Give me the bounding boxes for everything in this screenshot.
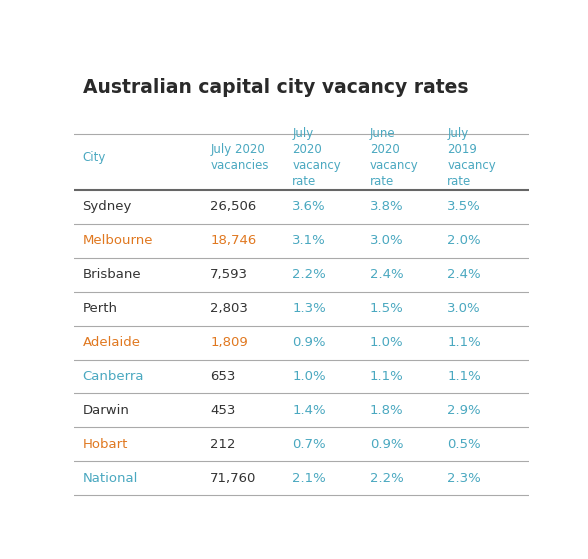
- Text: 26,506: 26,506: [211, 200, 256, 213]
- Text: 2.9%: 2.9%: [447, 404, 481, 417]
- Text: City: City: [82, 151, 106, 164]
- Text: Adelaide: Adelaide: [82, 336, 141, 349]
- Text: 0.9%: 0.9%: [370, 438, 403, 451]
- Text: National: National: [82, 472, 138, 485]
- Text: 1,809: 1,809: [211, 336, 248, 349]
- Text: Hobart: Hobart: [82, 438, 128, 451]
- Text: 1.1%: 1.1%: [447, 336, 481, 349]
- Text: 2.2%: 2.2%: [370, 472, 403, 485]
- Text: 2.3%: 2.3%: [447, 472, 481, 485]
- Text: 1.1%: 1.1%: [370, 370, 403, 383]
- Text: Darwin: Darwin: [82, 404, 129, 417]
- Text: 18,746: 18,746: [211, 234, 256, 247]
- Text: Brisbane: Brisbane: [82, 268, 141, 281]
- Text: Melbourne: Melbourne: [82, 234, 153, 247]
- Text: 2.4%: 2.4%: [370, 268, 403, 281]
- Text: 3.6%: 3.6%: [292, 200, 326, 213]
- Text: 3.1%: 3.1%: [292, 234, 326, 247]
- Text: 653: 653: [211, 370, 236, 383]
- Text: Perth: Perth: [82, 302, 118, 315]
- Text: 3.8%: 3.8%: [370, 200, 403, 213]
- Text: 212: 212: [211, 438, 236, 451]
- Text: 3.5%: 3.5%: [447, 200, 481, 213]
- Text: 2.0%: 2.0%: [447, 234, 481, 247]
- Text: 2.4%: 2.4%: [447, 268, 481, 281]
- Text: Sydney: Sydney: [82, 200, 132, 213]
- Text: July 2020
vacancies: July 2020 vacancies: [211, 143, 269, 172]
- Text: 2.1%: 2.1%: [292, 472, 326, 485]
- Text: 1.0%: 1.0%: [292, 370, 326, 383]
- Text: 2,803: 2,803: [211, 302, 248, 315]
- Text: 1.4%: 1.4%: [292, 404, 326, 417]
- Text: 0.7%: 0.7%: [292, 438, 326, 451]
- Text: 1.3%: 1.3%: [292, 302, 326, 315]
- Text: 3.0%: 3.0%: [370, 234, 403, 247]
- Text: 7,593: 7,593: [211, 268, 248, 281]
- Text: 453: 453: [211, 404, 236, 417]
- Text: 2.2%: 2.2%: [292, 268, 326, 281]
- Text: 1.0%: 1.0%: [370, 336, 403, 349]
- Text: 0.5%: 0.5%: [447, 438, 481, 451]
- Text: Canberra: Canberra: [82, 370, 144, 383]
- Text: 1.5%: 1.5%: [370, 302, 403, 315]
- Text: 0.9%: 0.9%: [292, 336, 326, 349]
- Text: 1.8%: 1.8%: [370, 404, 403, 417]
- Text: Australian capital city vacancy rates: Australian capital city vacancy rates: [82, 78, 468, 97]
- Text: July
2020
vacancy
rate: July 2020 vacancy rate: [292, 127, 341, 188]
- Text: 3.0%: 3.0%: [447, 302, 481, 315]
- Text: 1.1%: 1.1%: [447, 370, 481, 383]
- Text: 71,760: 71,760: [211, 472, 256, 485]
- Text: July
2019
vacancy
rate: July 2019 vacancy rate: [447, 127, 496, 188]
- Text: June
2020
vacancy
rate: June 2020 vacancy rate: [370, 127, 419, 188]
